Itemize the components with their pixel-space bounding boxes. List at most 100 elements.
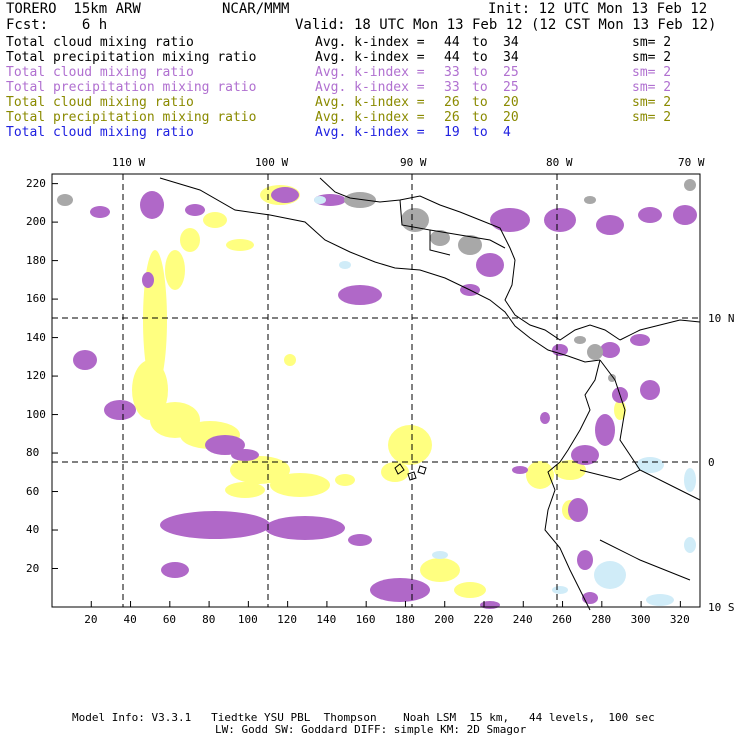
island-galapagos: [394, 463, 427, 481]
gray-cloud-region: [574, 336, 586, 344]
x-tick-label: 200: [434, 613, 455, 626]
purple-cloud-region: [595, 414, 615, 446]
legend-smoothing: sm= 2: [632, 50, 672, 65]
legend-kindex-high: 44: [444, 50, 460, 65]
purple-cloud-region: [640, 380, 660, 400]
purple-cloud-region: [596, 215, 624, 235]
purple-cloud-region: [185, 204, 205, 216]
border-south-america-3: [599, 539, 691, 581]
legend-kindex-high: 19: [444, 125, 460, 140]
purple-cloud-region: [490, 208, 530, 232]
yellow-cloud-region: [335, 474, 355, 486]
yellow-cloud-region: [381, 462, 409, 482]
y-tick-label: 60: [26, 484, 40, 498]
legend-kindex-low: 4: [503, 125, 511, 140]
purple-cloud-region: [73, 350, 97, 370]
yellow-cloud-region: [554, 460, 586, 480]
legend-smoothing: sm= 2: [632, 95, 672, 110]
purple-cloud-region: [638, 207, 662, 223]
y-tick-label: 20: [26, 561, 40, 575]
x-tick-label: 220: [473, 613, 494, 626]
y-tick-label: 40: [26, 523, 40, 537]
yellow-cloud-region: [526, 461, 554, 489]
purple-cloud-region: [160, 511, 270, 539]
purple-cloud-region: [231, 449, 259, 461]
legend-to: to: [472, 125, 488, 140]
legend-to: to: [472, 95, 488, 110]
purple-cloud-region: [568, 498, 588, 522]
lightblue-cloud-region: [636, 457, 664, 473]
legend-field: Total cloud mixing ratio: [6, 35, 194, 50]
legend-kindex-high: 33: [444, 80, 460, 95]
gray-cloud-region: [608, 374, 616, 382]
legend-smoothing: sm= 2: [632, 65, 672, 80]
legend-to: to: [472, 35, 488, 50]
x-tick-label: 140: [316, 613, 337, 626]
gray-cloud-region: [587, 344, 603, 360]
x-tick-label: 180: [394, 613, 415, 626]
yellow-cloud-region: [165, 250, 185, 290]
border-honduras: [429, 229, 506, 249]
legend-field: Total cloud mixing ratio: [6, 65, 194, 80]
yellow-cloud-region: [284, 354, 296, 366]
purple-cloud-region: [673, 205, 697, 225]
x-tick-label: 300: [630, 613, 651, 626]
lightblue-cloud-region: [646, 594, 674, 606]
y-tick-label: 100: [26, 407, 46, 421]
coastline-south-america: [544, 359, 601, 611]
x-tick-label: 40: [123, 613, 137, 626]
y-tick-label: 120: [26, 369, 46, 383]
x-tick-label: 20: [84, 613, 98, 626]
legend-kindex-low: 20: [503, 95, 519, 110]
yellow-cloud-region: [203, 212, 227, 228]
legend-field: Total precipitation mixing ratio: [6, 110, 257, 125]
y-tick-label: 200: [26, 215, 46, 229]
legend-kindex-high: 33: [444, 65, 460, 80]
yellow-cloud-region: [226, 239, 254, 251]
lightblue-cloud-region: [314, 196, 326, 204]
y-tick-label: 180: [26, 253, 46, 267]
axis-ticks: [52, 183, 681, 607]
legend-kindex: Avg. k-index =: [315, 95, 425, 110]
yellow-cloud-region: [230, 456, 290, 484]
longitude-label: 70 W: [678, 156, 705, 169]
lat-lon-grid: [52, 174, 700, 607]
purple-cloud-region: [544, 208, 576, 232]
model-title: TORERO 15km ARW: [6, 1, 141, 17]
lightblue-cloud-region: [552, 586, 568, 594]
cloud-fields: [57, 179, 697, 609]
legend-smoothing: sm= 2: [632, 110, 672, 125]
legend-field: Total cloud mixing ratio: [6, 125, 194, 140]
legend-kindex: Avg. k-index =: [315, 35, 425, 50]
lightblue-cloud-region: [432, 551, 448, 559]
lightblue-cloud-region: [594, 561, 626, 589]
legend-kindex-low: 34: [503, 50, 519, 65]
model-info: Model Info: V3.3.1 Tiedtke YSU PBL Thomp…: [72, 711, 655, 724]
yellow-cloud-region: [132, 360, 168, 420]
legend-kindex-low: 20: [503, 110, 519, 125]
legend-kindex-low: 25: [503, 65, 519, 80]
purple-cloud-region: [540, 412, 550, 424]
longitude-label: 90 W: [400, 156, 427, 169]
purple-cloud-region: [577, 550, 593, 570]
latitude-label: 10 S: [708, 601, 735, 614]
legend-kindex: Avg. k-index =: [315, 80, 425, 95]
coastlines: [159, 177, 701, 611]
yellow-cloud-region: [270, 473, 330, 497]
forecast-hour: Fcst: 6 h: [6, 17, 108, 33]
x-tick-label: 60: [162, 613, 177, 626]
x-tick-label: 100: [237, 613, 258, 626]
purple-cloud-region: [104, 400, 136, 420]
yellow-cloud-region: [454, 582, 486, 598]
legend-kindex: Avg. k-index =: [315, 110, 425, 125]
purple-cloud-region: [142, 272, 154, 288]
purple-cloud-region: [140, 191, 164, 219]
physics-info: LW: Godd SW: Goddard DIFF: simple KM: 2D…: [215, 723, 527, 736]
legend-kindex: Avg. k-index =: [315, 65, 425, 80]
legend-kindex: Avg. k-index =: [315, 125, 425, 140]
purple-cloud-region: [571, 445, 599, 465]
coastline-venezuela: [619, 319, 701, 341]
legend-to: to: [472, 50, 488, 65]
valid-time: Valid: 18 UTC Mon 13 Feb 12 (12 CST Mon …: [295, 17, 717, 33]
y-tick-label: 160: [26, 292, 46, 306]
